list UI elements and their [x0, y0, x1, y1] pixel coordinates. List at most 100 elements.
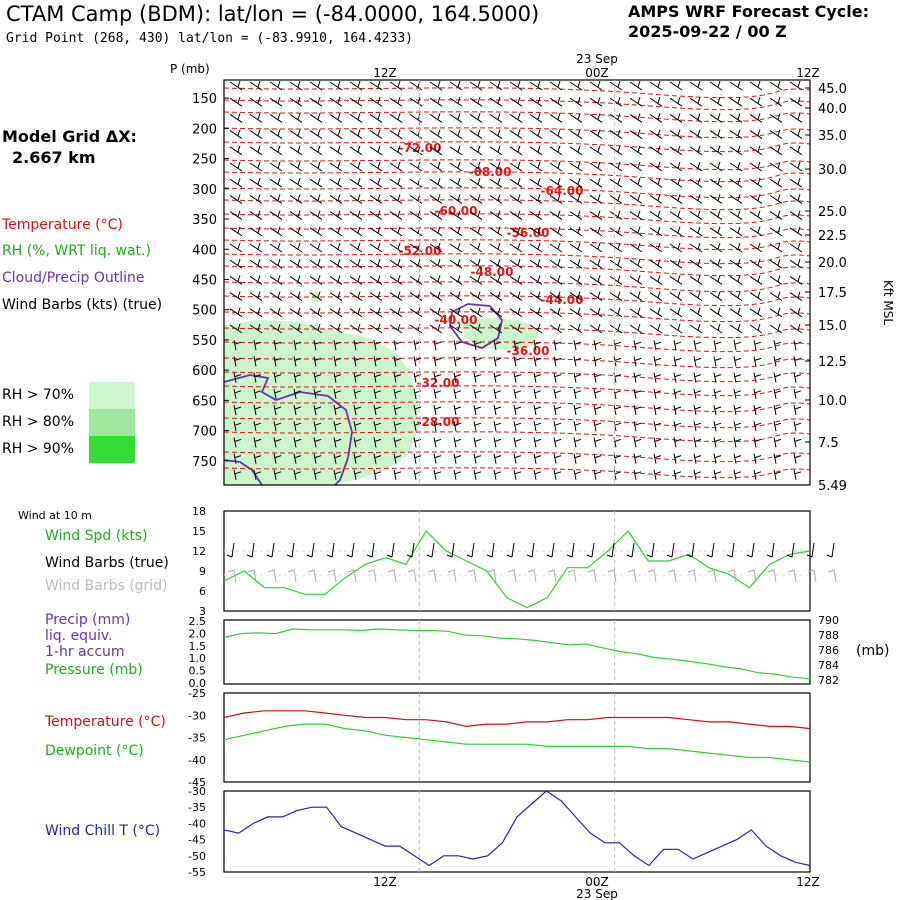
wind-barb — [593, 437, 602, 448]
wind-barb — [729, 178, 743, 188]
wind-barb — [249, 129, 263, 140]
wind-barb — [333, 340, 342, 351]
wind-barb-10m-true — [726, 542, 735, 558]
wind-barb — [289, 113, 303, 123]
wind-barb — [529, 226, 543, 237]
temperature-panel-frame — [223, 692, 811, 783]
wind-barb — [413, 404, 422, 416]
wind-barb — [413, 469, 422, 480]
wind-barb — [493, 356, 502, 367]
wind-barb — [513, 437, 522, 448]
isotherm-line-9 — [223, 213, 811, 225]
windchill-tick--50: -50 — [188, 850, 206, 863]
wind-barb — [749, 323, 763, 334]
wind-barb — [469, 307, 483, 318]
wind-barb — [533, 340, 542, 351]
wind-barb — [629, 259, 643, 269]
wind-barb — [389, 307, 403, 318]
wind-barb — [569, 97, 583, 107]
wind-barb — [729, 242, 743, 253]
wind-barb — [769, 226, 783, 237]
wind-barb — [413, 388, 422, 399]
bottom-tick-12z-a: 12Z — [373, 875, 397, 889]
isotherm-line-18 — [223, 341, 811, 353]
wind-barb — [669, 161, 683, 172]
wind-barb — [449, 259, 463, 269]
wind-barb — [669, 275, 683, 285]
wind-barb — [609, 129, 623, 140]
wind-barb — [509, 242, 523, 253]
pressure-units-label: (mb) — [856, 643, 890, 659]
wind-speed-line — [223, 530, 811, 609]
wind-barb — [709, 291, 723, 302]
wind-barb — [489, 178, 503, 188]
wind-barb — [353, 437, 362, 448]
wind-barb — [449, 242, 463, 253]
wind-barb — [289, 194, 303, 204]
wind-barb — [489, 242, 503, 253]
legend-wind: Wind Barbs (kts) (true) — [2, 297, 163, 313]
windchill-tick--30: -30 — [188, 785, 206, 798]
wind-barb — [493, 469, 502, 480]
wind-barb — [249, 307, 263, 318]
wind-barb — [333, 356, 342, 367]
wind-barb — [633, 388, 642, 399]
wind-barb — [273, 388, 282, 399]
wind-barb — [709, 178, 723, 188]
wind-barb — [533, 404, 542, 416]
wind-barb — [249, 210, 263, 221]
wind-barb — [653, 469, 662, 480]
wind-barb — [393, 388, 402, 399]
chart-title: CTAM Camp (BDM): lat/lon = (-84.0000, 16… — [6, 2, 540, 26]
wind-speed-tick-3: 3 — [199, 605, 206, 618]
wind-barb-10m-grid — [567, 569, 577, 583]
wind-barb — [689, 307, 703, 318]
wind-barb — [733, 340, 742, 351]
wind-barb — [489, 291, 503, 302]
wind-barb — [569, 291, 583, 302]
wind-barb — [789, 161, 803, 172]
wind-barb — [569, 210, 583, 221]
wind-barb-10m-grid — [507, 569, 517, 583]
wind-barb — [753, 372, 762, 383]
isotherm-line-0 — [223, 87, 811, 99]
wind-barb — [733, 404, 742, 416]
wind-barb-10m-grid — [227, 569, 237, 583]
wind-barb — [769, 242, 783, 253]
wind-barb — [789, 275, 803, 285]
wind-barb — [669, 97, 683, 107]
wind-barb — [653, 372, 662, 383]
wind-barb — [633, 372, 642, 383]
wind-barb — [429, 259, 443, 269]
legend-rh80: RH > 80% — [2, 414, 75, 430]
wind-barb — [393, 340, 402, 351]
wind-barb — [689, 145, 703, 156]
wind-barb — [453, 388, 462, 399]
wind-barb — [429, 161, 443, 172]
top-tick-12z-b: 12Z — [796, 66, 820, 80]
wind-barb — [269, 259, 283, 269]
wind-barb — [713, 372, 722, 383]
forecast-cycle: AMPS WRF Forecast Cycle: 2025-09-22 / 00… — [628, 2, 869, 42]
wind-barb — [589, 194, 603, 204]
wind-barb-10m-true — [826, 542, 835, 558]
wind-barb — [469, 275, 483, 285]
wind-barb — [469, 113, 483, 123]
isotherm-label--32.00: -32.00 — [417, 376, 460, 390]
wind-barb-10m-true — [366, 542, 375, 558]
wind-barb-10m-true — [586, 542, 595, 558]
wind-barb — [549, 242, 563, 253]
temperature-tick--30: -30 — [188, 709, 206, 722]
wind-barb — [689, 113, 703, 123]
wind-barb — [609, 210, 623, 221]
wind-barb — [469, 210, 483, 221]
wind-barb — [309, 275, 323, 285]
wind-barb — [309, 178, 323, 188]
wind-barb — [473, 372, 482, 383]
wind-barb — [589, 113, 603, 123]
wind-barb — [689, 178, 703, 188]
temperature-tick--35: -35 — [188, 732, 206, 745]
wind-barb — [549, 145, 563, 156]
wind-barb — [233, 437, 242, 448]
wind-barb — [529, 80, 543, 91]
